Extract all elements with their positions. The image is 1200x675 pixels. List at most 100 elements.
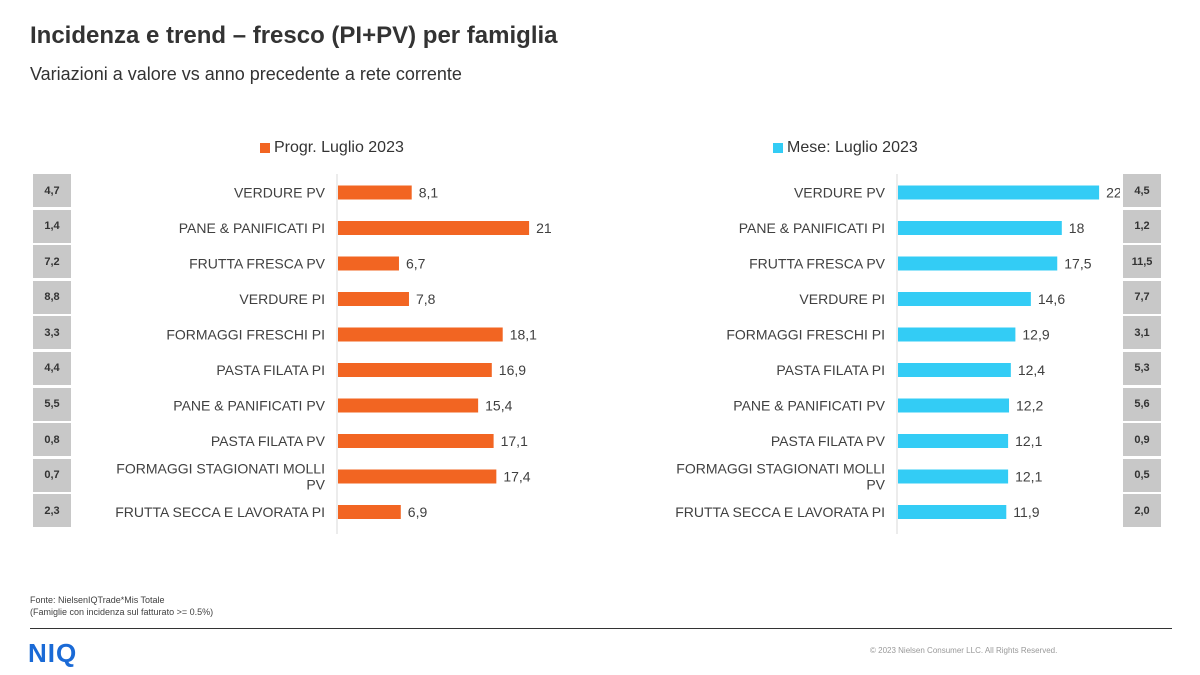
data-label-progressive: 21 xyxy=(536,220,552,236)
data-label-progressive: 17,4 xyxy=(503,469,530,485)
incidenza-column-progressive: 4,7 1,4 7,2 8,8 3,3 4,4 5,5 0,8 0,7 2,3 xyxy=(33,174,71,530)
legend-label-progressive: Progr. Luglio 2023 xyxy=(274,139,404,156)
incidenza-column-month: 4,5 1,2 11,5 7,7 3,1 5,3 5,6 0,9 0,5 2,0 xyxy=(1123,174,1161,530)
incidenza-badge-month: 0,9 xyxy=(1123,423,1161,457)
footer-divider xyxy=(30,628,1172,629)
category-label-month: PANE & PANIFICATI PV xyxy=(733,398,885,414)
niq-logo: NIQ xyxy=(28,638,78,668)
category-label-progressive: PANE & PANIFICATI PI xyxy=(179,220,325,236)
bar-month xyxy=(898,256,1058,271)
incidenza-badge-month: 5,6 xyxy=(1123,387,1161,421)
bar-progressive xyxy=(338,185,412,200)
incidenza-badge-progressive: 7,2 xyxy=(33,245,71,279)
category-label-month: FORMAGGI FRESCHI PI xyxy=(726,327,885,343)
bar-month xyxy=(898,327,1016,342)
category-label-progressive: PASTA FILATA PI xyxy=(216,362,325,378)
incidenza-badge-progressive: 1,4 xyxy=(33,209,71,243)
category-label-month: FRUTTA FRESCA PV xyxy=(749,256,886,272)
legend-label-month: Mese: Luglio 2023 xyxy=(787,139,918,156)
bar-month xyxy=(898,221,1062,235)
data-label-month: 14,6 xyxy=(1038,291,1065,307)
category-label-month: FORMAGGI STAGIONATI MOLLI PV xyxy=(676,461,885,493)
bar-progressive xyxy=(338,398,479,413)
data-label-month: 17,5 xyxy=(1064,256,1091,272)
source-note: Fonte: NielsenIQTrade*Mis Totale (Famigl… xyxy=(30,594,213,618)
data-label-month: 12,4 xyxy=(1018,362,1045,378)
page-subtitle: Variazioni a valore vs anno precedente a… xyxy=(30,64,462,84)
data-label-month: 11,9 xyxy=(1013,504,1039,520)
bar-progressive xyxy=(338,363,492,377)
chart-month: Mese: Luglio 2023 22,1 VERDURE PV 18 PANE &… xyxy=(560,134,1120,544)
bar-month xyxy=(898,434,1009,448)
bar-chart-month: 22,1 VERDURE PV 18 PANE & PANIFICATI PI 17,5… xyxy=(675,174,1120,534)
data-label-progressive: 16,9 xyxy=(499,362,526,378)
legend-swatch-progressive xyxy=(260,143,270,153)
incidenza-badge-month: 5,3 xyxy=(1123,351,1161,385)
bar-month xyxy=(898,469,1009,484)
bar-month xyxy=(898,398,1010,413)
bar-progressive xyxy=(338,292,409,306)
bar-month xyxy=(898,292,1031,306)
category-label-month: VERDURE PI xyxy=(799,291,885,307)
chart-progressive: Progr. Luglio 2023 8,1 VERDURE PV 21 PANE &… xyxy=(0,134,560,544)
incidenza-badge-progressive: 4,7 xyxy=(33,174,71,207)
incidenza-badge-progressive: 5,5 xyxy=(33,387,71,421)
page-title: Incidenza e trend – fresco (PI+PV) per f… xyxy=(30,22,558,49)
category-label-progressive: PANE & PANIFICATI PV xyxy=(173,398,325,414)
legend-swatch-month xyxy=(773,143,783,153)
legend-progressive: Progr. Luglio 2023 xyxy=(260,139,404,157)
data-label-month: 18 xyxy=(1069,220,1085,236)
bar-progressive xyxy=(338,221,530,235)
incidenza-badge-month: 4,5 xyxy=(1123,174,1161,207)
bar-progressive xyxy=(338,256,399,271)
data-label-month: 22,1 xyxy=(1106,185,1120,201)
data-label-progressive: 18,1 xyxy=(510,327,537,343)
data-label-progressive: 17,1 xyxy=(501,433,528,449)
source-line: Fonte: NielsenIQTrade*Mis Totale xyxy=(30,595,165,605)
category-label-month: VERDURE PV xyxy=(794,185,886,201)
data-label-progressive: 7,8 xyxy=(416,291,436,307)
incidenza-badge-month: 11,5 xyxy=(1123,245,1161,279)
incidenza-badge-month: 0,5 xyxy=(1123,458,1161,492)
bar-progressive xyxy=(338,469,497,484)
data-label-month: 12,1 xyxy=(1015,433,1042,449)
category-label-progressive: FORMAGGI STAGIONATI MOLLI PV xyxy=(116,461,325,493)
legend-month: Mese: Luglio 2023 xyxy=(773,139,918,157)
copyright-notice: © 2023 Nielsen Consumer LLC. All Rights … xyxy=(870,646,1058,655)
bar-month xyxy=(898,185,1100,200)
incidenza-badge-progressive: 3,3 xyxy=(33,316,71,350)
bar-progressive xyxy=(338,505,401,519)
category-label-month: FRUTTA SECCA E LAVORATA PI xyxy=(675,504,885,520)
category-label-progressive: FRUTTA FRESCA PV xyxy=(189,256,326,272)
incidenza-badge-month: 7,7 xyxy=(1123,280,1161,314)
incidenza-badge-progressive: 8,8 xyxy=(33,280,71,314)
bar-progressive xyxy=(338,434,494,448)
category-label-progressive: FORMAGGI FRESCHI PI xyxy=(166,327,325,343)
data-label-progressive: 6,9 xyxy=(408,504,428,520)
category-label-progressive: VERDURE PV xyxy=(234,185,326,201)
incidenza-badge-month: 1,2 xyxy=(1123,209,1161,243)
incidenza-badge-month: 2,0 xyxy=(1123,494,1161,528)
incidenza-badge-progressive: 0,7 xyxy=(33,458,71,492)
bar-month xyxy=(898,363,1011,377)
source-filter-note: (Famiglie con incidenza sul fatturato >=… xyxy=(30,607,214,617)
category-label-month: PASTA FILATA PI xyxy=(776,362,885,378)
incidenza-badge-progressive: 0,8 xyxy=(33,423,71,457)
category-label-month: PANE & PANIFICATI PI xyxy=(739,220,885,236)
bar-month xyxy=(898,505,1007,519)
data-label-month: 12,9 xyxy=(1022,327,1049,343)
bar-chart-progressive: 8,1 VERDURE PV 21 PANE & PANIFICATI PI 6,7 FR… xyxy=(115,174,552,534)
incidenza-badge-progressive: 4,4 xyxy=(33,351,71,385)
data-label-progressive: 6,7 xyxy=(406,256,426,272)
incidenza-badge-month: 3,1 xyxy=(1123,316,1161,350)
category-label-progressive: FRUTTA SECCA E LAVORATA PI xyxy=(115,504,325,520)
data-label-progressive: 15,4 xyxy=(485,398,512,414)
incidenza-badge-progressive: 2,3 xyxy=(33,494,71,528)
bar-progressive xyxy=(338,327,503,342)
category-label-month: PASTA FILATA PV xyxy=(771,433,886,449)
category-label-progressive: PASTA FILATA PV xyxy=(211,433,326,449)
category-label-progressive: VERDURE PI xyxy=(239,291,325,307)
data-label-progressive: 8,1 xyxy=(419,185,439,201)
data-label-month: 12,1 xyxy=(1015,469,1042,485)
data-label-month: 12,2 xyxy=(1016,398,1043,414)
